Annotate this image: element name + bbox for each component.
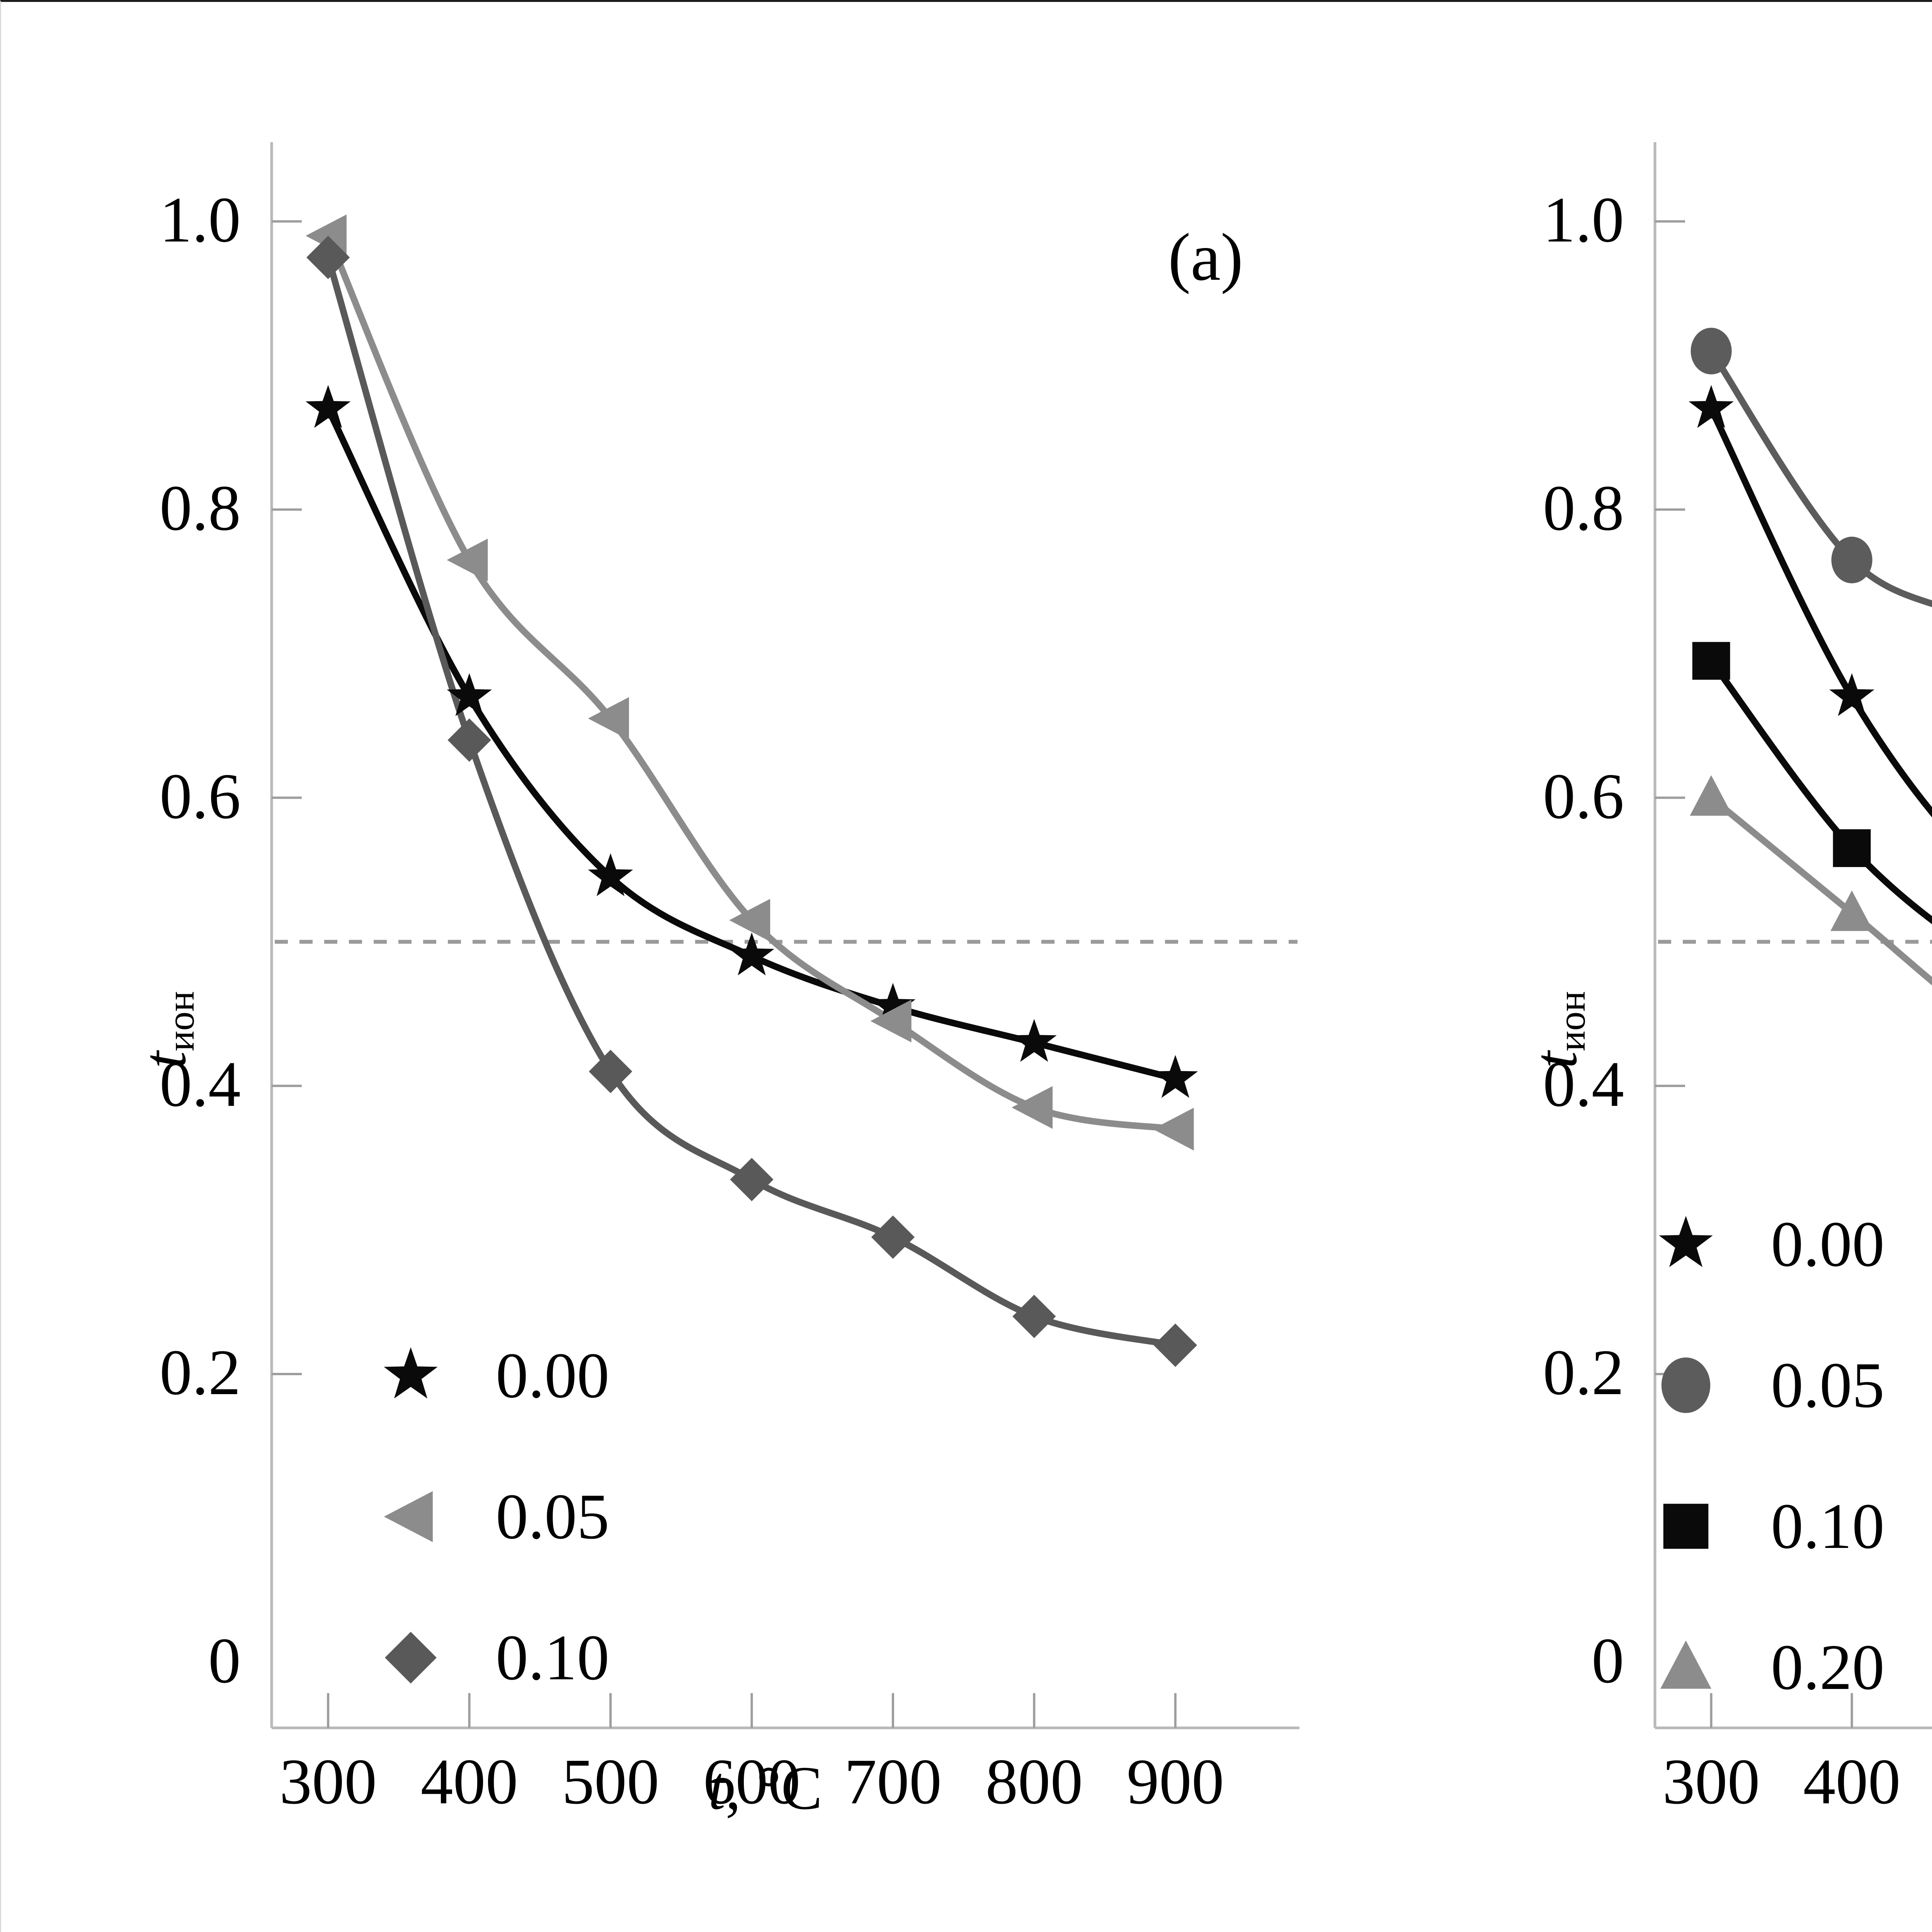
y-tick-label: 0.2 (1543, 1337, 1624, 1408)
series-markers-0p10 (306, 236, 1197, 1367)
data-point (1829, 673, 1874, 716)
data-point (1690, 328, 1732, 374)
legend-item-label: 0.10 (1771, 1490, 1884, 1562)
data-point (1153, 1055, 1198, 1098)
x-axis-title-a: t, °C (708, 1752, 822, 1824)
y-tick-label: 0.4 (160, 1048, 241, 1121)
series-line-0p05 (325, 232, 1179, 1133)
legend-item[interactable]: 0.00 (372, 1339, 609, 1412)
data-point (730, 1158, 774, 1201)
x-tick-label: 500 (562, 1745, 660, 1818)
series-markers-0p00 (1689, 385, 1874, 716)
data-point (588, 1049, 633, 1094)
plot-area-b (1653, 142, 1932, 1730)
diamond-marker-icon (372, 1621, 449, 1694)
legend-item-label: 0.20 (1771, 1631, 1884, 1703)
x-title-variable: t (708, 1753, 726, 1822)
x-tick-label: 400 (1803, 1745, 1901, 1818)
y-tick-label: 0 (1592, 1624, 1624, 1697)
data-point (729, 932, 774, 976)
triangle-left-marker-icon (372, 1480, 449, 1553)
circle-marker-icon (1647, 1349, 1725, 1422)
legend-item-label: 0.05 (496, 1481, 609, 1553)
data-point (870, 983, 916, 1026)
x-title-unit: , °C (725, 1753, 823, 1822)
legend-item[interactable]: 0.10 (372, 1621, 609, 1694)
y-tick-label: 1.0 (1543, 184, 1624, 256)
legend-item[interactable]: 0.00 (1647, 1208, 1884, 1281)
series-line-0p10 (1708, 657, 1932, 925)
x-tick-label: 300 (279, 1745, 377, 1818)
square-marker-icon (1647, 1490, 1725, 1563)
data-point (1153, 1323, 1197, 1367)
y-tick-label: 0 (208, 1624, 241, 1697)
series-line-0p10 (325, 254, 1179, 1349)
data-point (1692, 642, 1730, 680)
data-point (1690, 775, 1733, 816)
legend-item-label: 0.00 (496, 1340, 609, 1412)
data-point (1689, 385, 1734, 428)
legend-b: 0.00 0.05 0.10 0.20 (1647, 1208, 1884, 1772)
data-point (871, 1215, 915, 1259)
x-tick-label: 600 (703, 1745, 801, 1818)
data-point (1833, 829, 1871, 867)
x-tick-label: 800 (985, 1745, 1083, 1818)
data-point (306, 236, 350, 279)
data-point (447, 718, 491, 762)
legend-item-label: 0.05 (1771, 1349, 1884, 1421)
data-point (447, 673, 492, 716)
panel-label-a: (а) (1168, 219, 1243, 294)
legend-item[interactable]: 0.05 (1647, 1349, 1884, 1422)
x-tick-label: 900 (1126, 1745, 1224, 1818)
x-tick-label: 500 (1908, 1749, 1932, 1814)
series-markers-0p05 (1690, 328, 1872, 583)
data-point (870, 1000, 912, 1043)
y-title-subscript: ион (160, 991, 202, 1051)
y-title-subscript: ион (1551, 991, 1593, 1051)
series-markers-0p05 (305, 214, 1194, 1151)
legend-item-label: 0.10 (496, 1622, 609, 1694)
x-tick-label: 300 (1662, 1745, 1760, 1818)
star-marker-icon (1647, 1208, 1725, 1281)
y-tick-label: 0.4 (1543, 1048, 1624, 1121)
data-point (588, 697, 629, 740)
plot-area-a (270, 142, 1299, 1730)
data-point (305, 385, 351, 428)
data-point (1012, 1019, 1057, 1062)
data-point (1012, 1294, 1056, 1338)
legend-item[interactable]: 0.05 (372, 1480, 609, 1553)
series-markers-0p00 (305, 385, 1198, 1098)
legend-item[interactable]: 0.10 (1647, 1490, 1884, 1563)
data-point (1012, 1086, 1053, 1129)
data-point (1153, 1107, 1194, 1151)
y-tick-label: 1.0 (160, 184, 241, 256)
data-point (1831, 536, 1872, 583)
panel-a: (а) t ион t, °C 0.00 0.05 0.10 1.0 0.8 0.6 0.4… (1, 2, 1392, 1932)
series-line-0p00 (1708, 405, 1932, 818)
y-tick-label: 0.2 (160, 1337, 241, 1408)
legend-a: 0.00 0.05 0.10 (372, 1339, 609, 1762)
legend-item[interactable]: 0.20 (1647, 1631, 1884, 1704)
y-tick-label: 0.8 (160, 472, 241, 544)
legend-item-label: 0.00 (1771, 1208, 1884, 1280)
y-tick-label: 0.6 (1543, 760, 1624, 832)
x-tick-label: 400 (420, 1745, 518, 1818)
series-line-0p20 (1708, 794, 1932, 986)
y-tick-label: 0.8 (1543, 472, 1624, 544)
data-point (588, 853, 633, 896)
data-point (729, 899, 770, 942)
y-tick-label: 0.6 (160, 760, 241, 832)
series-line-0p05 (1708, 348, 1932, 607)
star-marker-icon (372, 1339, 449, 1412)
data-point (447, 538, 488, 582)
x-tick-label: 700 (844, 1745, 942, 1818)
series-markers-0p10 (1692, 642, 1871, 867)
series-markers-0p20 (1690, 775, 1873, 931)
data-point (1830, 890, 1873, 931)
triangle-marker-icon (1647, 1631, 1725, 1704)
panel-b: (б) tион t, °C 0.000.050.100.20 1.00.80.… (1392, 2, 1932, 1932)
